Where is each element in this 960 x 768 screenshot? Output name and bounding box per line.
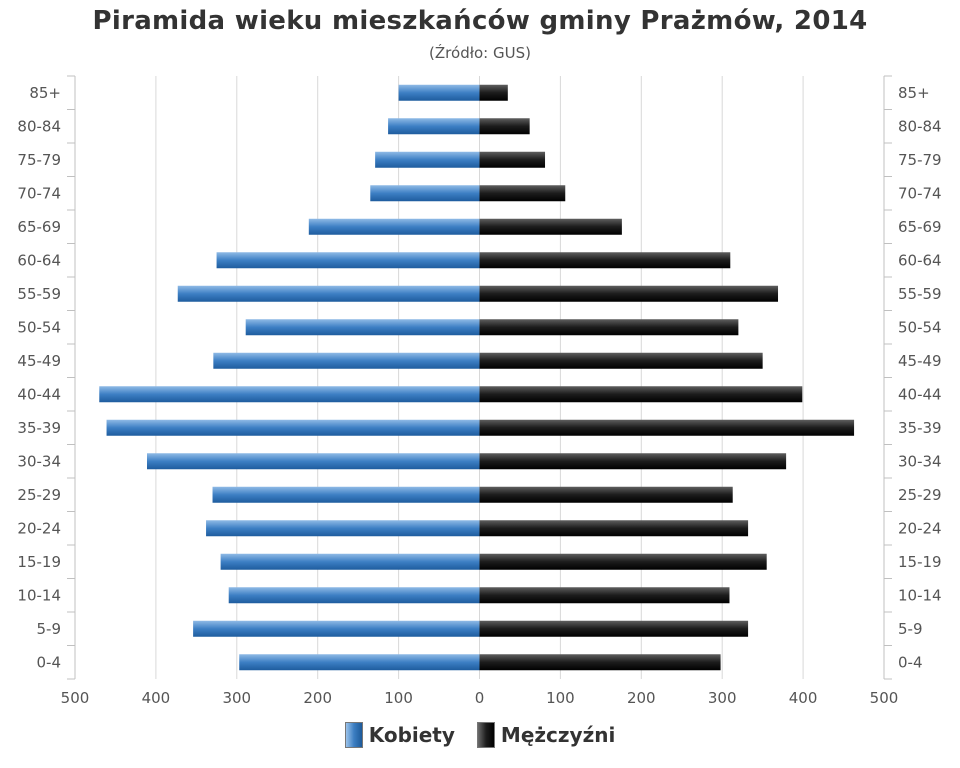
legend-item-kobiety[interactable]: Kobiety: [344, 722, 455, 748]
legend: Kobiety Mężczyźni: [0, 722, 960, 748]
y-tick-label-left: 55-59: [17, 285, 61, 303]
y-tick-label-right: 60-64: [898, 251, 942, 269]
bar-kobiety: [206, 520, 480, 537]
y-tick-label-right: 45-49: [898, 352, 942, 370]
bar-kobiety: [370, 185, 480, 202]
bar-kobiety: [99, 386, 480, 403]
bar-mezczyzni: [479, 118, 530, 135]
bar-kobiety: [177, 285, 480, 302]
y-tick-label-left: 0-4: [37, 653, 62, 671]
bar-mezczyzni: [479, 285, 779, 302]
y-tick-label-right: 75-79: [898, 151, 942, 169]
bar-kobiety: [147, 453, 480, 470]
x-tick-label: 500: [61, 689, 90, 707]
y-tick-label-left: 70-74: [17, 184, 61, 202]
y-tick-label-right: 40-44: [898, 385, 942, 403]
bar-kobiety: [245, 319, 480, 336]
y-tick-label-left: 35-39: [17, 419, 61, 437]
chart-title: Piramida wieku mieszkańców gminy Prażmów…: [92, 6, 868, 36]
bar-mezczyzni: [479, 185, 566, 202]
y-tick-label-left: 40-44: [17, 385, 61, 403]
x-tick-label: 200: [627, 689, 656, 707]
bar-mezczyzni: [479, 84, 508, 101]
y-tick-label-left: 25-29: [17, 486, 61, 504]
y-tick-label-right: 65-69: [898, 218, 942, 236]
y-tick-label-left: 15-19: [17, 553, 61, 571]
bar-kobiety: [193, 620, 480, 637]
bar-kobiety: [213, 352, 480, 369]
y-tick-label-right: 85+: [898, 84, 930, 102]
bar-kobiety: [388, 118, 480, 135]
legend-swatch-mezczyzni: [476, 722, 495, 748]
y-tick-label-right: 35-39: [898, 419, 942, 437]
x-tick-label: 300: [708, 689, 737, 707]
bar-kobiety: [106, 419, 480, 436]
legend-swatch-kobiety: [344, 722, 363, 748]
bar-mezczyzni: [479, 252, 731, 269]
bar-mezczyzni: [479, 520, 749, 537]
y-tick-label-right: 0-4: [898, 653, 923, 671]
x-tick-label: 200: [303, 689, 332, 707]
y-tick-label-left: 30-34: [17, 452, 61, 470]
bar-mezczyzni: [479, 386, 803, 403]
y-tick-label-left: 5-9: [37, 620, 62, 638]
y-tick-label-left: 10-14: [17, 586, 61, 604]
bar-kobiety: [308, 218, 480, 235]
y-tick-label-right: 55-59: [898, 285, 942, 303]
y-tick-label-left: 75-79: [17, 151, 61, 169]
bar-kobiety: [239, 654, 480, 671]
x-tick-label: 100: [384, 689, 413, 707]
x-tick-label: 400: [789, 689, 818, 707]
x-tick-label: 300: [222, 689, 251, 707]
bar-mezczyzni: [479, 587, 730, 604]
legend-label-mezczyzni: Mężczyźni: [500, 723, 616, 747]
y-tick-label-right: 20-24: [898, 519, 942, 537]
x-tick-label: 400: [142, 689, 171, 707]
y-tick-label-right: 30-34: [898, 452, 942, 470]
y-tick-label-left: 85+: [29, 84, 61, 102]
bar-mezczyzni: [479, 553, 767, 570]
y-tick-label-left: 60-64: [17, 251, 61, 269]
y-tick-label-right: 50-54: [898, 318, 942, 336]
x-tick-label: 500: [870, 689, 899, 707]
chart-subtitle: (Źródło: GUS): [429, 44, 531, 62]
bar-kobiety: [220, 553, 480, 570]
y-tick-label-right: 70-74: [898, 184, 942, 202]
y-tick-label-left: 20-24: [17, 519, 61, 537]
bar-kobiety: [212, 486, 480, 503]
bar-kobiety: [216, 252, 480, 269]
y-tick-label-left: 80-84: [17, 117, 61, 135]
bar-mezczyzni: [479, 218, 622, 235]
bar-kobiety: [228, 587, 480, 604]
y-tick-label-left: 65-69: [17, 218, 61, 236]
legend-item-mezczyzni[interactable]: Mężczyźni: [476, 722, 616, 748]
x-tick-label: 0: [475, 689, 485, 707]
y-tick-label-right: 5-9: [898, 620, 923, 638]
y-tick-label-right: 15-19: [898, 553, 942, 571]
bar-mezczyzni: [479, 319, 739, 336]
bar-mezczyzni: [479, 352, 763, 369]
bar-mezczyzni: [479, 419, 855, 436]
y-tick-label-left: 50-54: [17, 318, 61, 336]
bar-mezczyzni: [479, 654, 721, 671]
bar-mezczyzni: [479, 620, 749, 637]
y-tick-label-right: 10-14: [898, 586, 942, 604]
y-tick-label-right: 25-29: [898, 486, 942, 504]
bar-kobiety: [398, 84, 480, 101]
x-tick-label: 100: [546, 689, 575, 707]
bar-mezczyzni: [479, 453, 787, 470]
bar-kobiety: [375, 151, 480, 168]
legend-label-kobiety: Kobiety: [368, 723, 455, 747]
y-tick-label-left: 45-49: [17, 352, 61, 370]
bar-mezczyzni: [479, 486, 733, 503]
y-tick-label-right: 80-84: [898, 117, 942, 135]
bar-mezczyzni: [479, 151, 546, 168]
